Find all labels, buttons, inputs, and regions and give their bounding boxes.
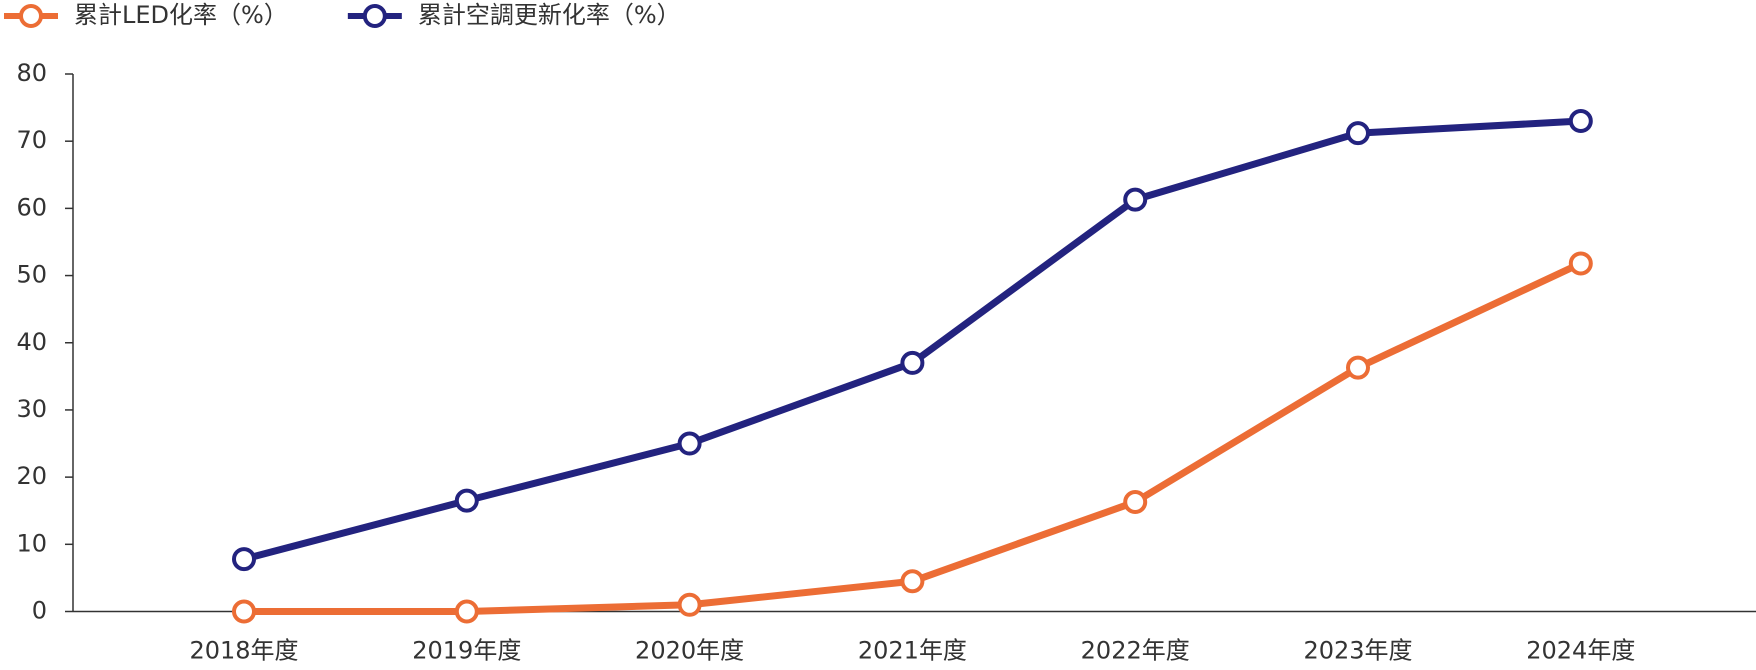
series-line bbox=[244, 260, 1583, 615]
y-tick-label: 10 bbox=[16, 529, 47, 557]
x-tick-label: 2021年度 bbox=[858, 637, 967, 665]
data-point bbox=[1123, 187, 1148, 212]
x-tick-label: 2024年度 bbox=[1526, 637, 1635, 665]
data-point bbox=[677, 592, 702, 617]
series-line bbox=[243, 117, 1581, 563]
data-point bbox=[900, 350, 925, 375]
y-tick-label: 40 bbox=[16, 328, 47, 356]
x-tick-label: 2020年度 bbox=[635, 637, 744, 665]
data-point bbox=[232, 599, 256, 624]
x-tick-label: 2022年度 bbox=[1081, 637, 1190, 665]
x-tick-label: 2023年度 bbox=[1303, 637, 1412, 665]
data-point bbox=[1123, 489, 1148, 514]
data-point bbox=[900, 569, 925, 594]
legend-label: 累計LED化率（%） bbox=[74, 1, 288, 29]
data-point bbox=[677, 431, 702, 456]
y-tick-label: 50 bbox=[16, 261, 47, 289]
y-tick-label: 60 bbox=[16, 193, 47, 221]
data-point bbox=[1568, 251, 1593, 276]
legend-marker bbox=[362, 4, 387, 28]
y-tick-label: 30 bbox=[16, 395, 47, 423]
legend-marker bbox=[19, 4, 43, 28]
x-tick-label: 2019年度 bbox=[412, 637, 521, 665]
data-point bbox=[1568, 109, 1593, 134]
data-point bbox=[454, 599, 479, 624]
data-point bbox=[1346, 355, 1370, 380]
legend-label: 累計空調更新化率（%） bbox=[418, 1, 681, 29]
data-point bbox=[232, 547, 256, 572]
y-tick-label: 80 bbox=[16, 59, 47, 87]
y-tick-label: 20 bbox=[16, 462, 47, 490]
x-tick-label: 2018年度 bbox=[189, 637, 298, 665]
y-tick-label: 70 bbox=[16, 126, 47, 154]
data-point bbox=[454, 488, 479, 513]
data-point bbox=[1346, 121, 1370, 146]
y-tick-label: 0 bbox=[32, 597, 47, 625]
